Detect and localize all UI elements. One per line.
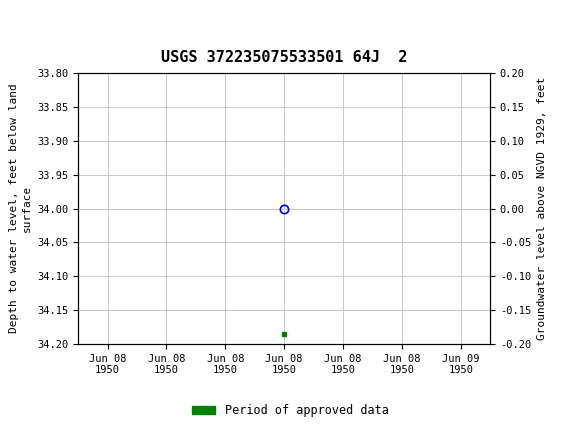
Text: ≡: ≡	[7, 7, 28, 31]
Legend: Period of approved data: Period of approved data	[187, 399, 393, 422]
Title: USGS 372235075533501 64J  2: USGS 372235075533501 64J 2	[161, 50, 407, 65]
Y-axis label: Groundwater level above NGVD 1929, feet: Groundwater level above NGVD 1929, feet	[536, 77, 546, 340]
Y-axis label: Depth to water level, feet below land
surface: Depth to water level, feet below land su…	[9, 84, 32, 333]
Text: USGS: USGS	[32, 10, 92, 29]
